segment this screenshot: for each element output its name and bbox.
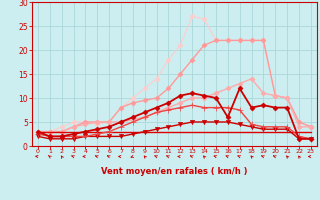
X-axis label: Vent moyen/en rafales ( km/h ): Vent moyen/en rafales ( km/h ): [101, 167, 248, 176]
